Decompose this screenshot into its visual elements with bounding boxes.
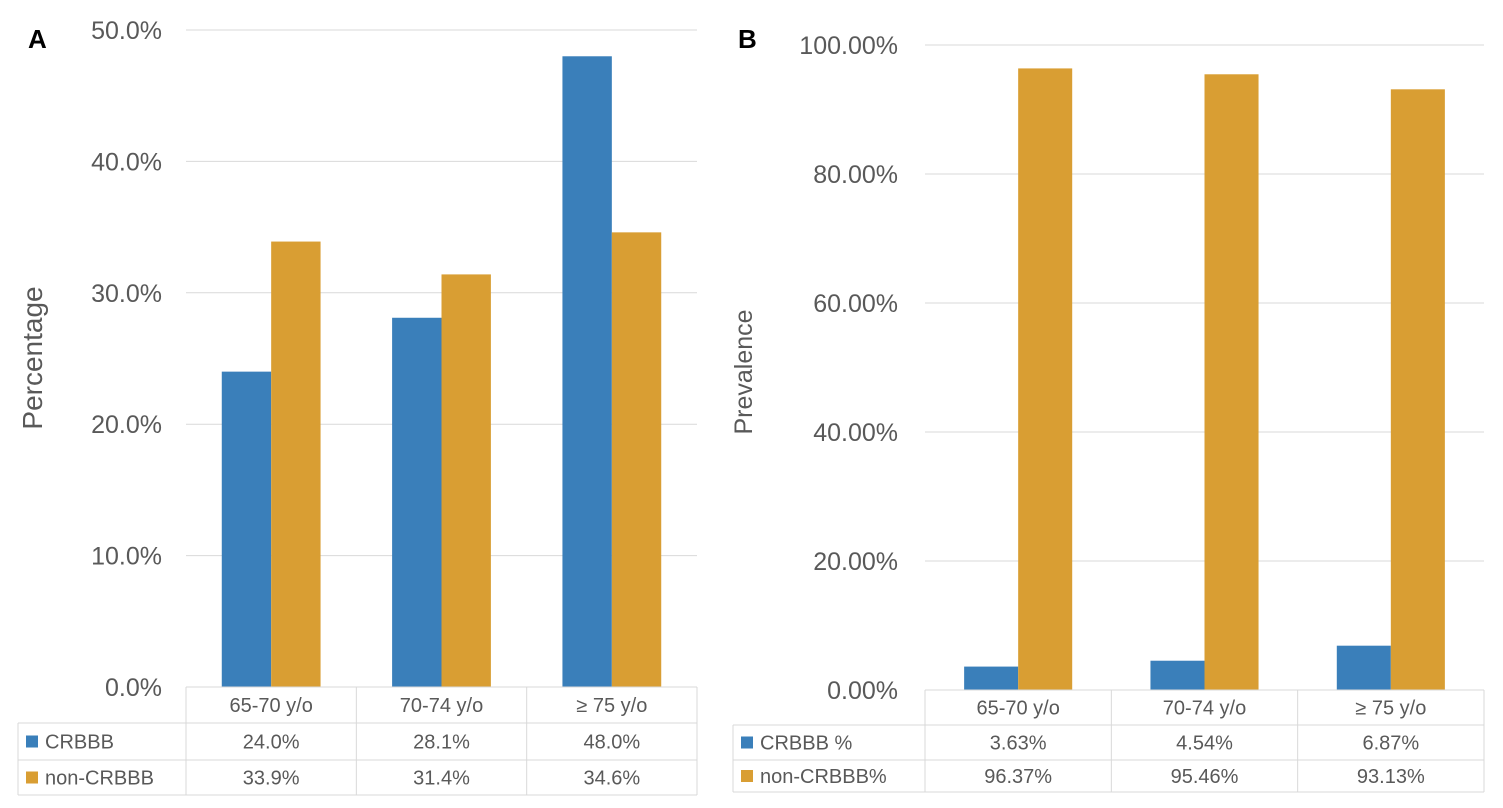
y-tick-label: 50.0% [91,17,162,45]
y-axis-label: Percentage [17,286,48,429]
x-tick-label: ≥ 75 y/o [1355,698,1426,720]
bar-non-crbbb [1018,68,1073,690]
y-tick-label: 40.0% [91,148,162,176]
bar-non-crbbb [441,274,491,687]
y-tick-label: 100.00% [799,32,898,60]
bar-non-crbbb [271,241,321,687]
y-tick-label: 30.0% [91,280,162,308]
data-table-value: 4.54% [1176,733,1233,755]
y-tick-label: 80.00% [813,161,898,189]
data-table-value: 33.9% [243,768,300,790]
x-tick-label: ≥ 75 y/o [576,695,647,717]
legend-swatch-non-crbbb [26,771,38,784]
y-tick-label: 60.00% [813,290,898,318]
data-table-value: 93.13% [1357,766,1425,788]
legend-swatch-crbbb [26,735,38,748]
data-table-value: 95.46% [1171,766,1239,788]
chart-panel-a: A 0.0% 10.0% 20.0% 30.0% 40.0% 50.0% Percentage… [17,17,698,796]
panel-letter: B [738,24,757,54]
y-axis-label: Prevalence [730,309,758,434]
data-table-value: 6.87% [1362,733,1419,755]
legend-label: CRBBB % [760,733,852,755]
data-table-value: 3.63% [990,733,1047,755]
y-tick-label: 0.00% [827,677,898,705]
data-table-value: 96.37% [984,766,1052,788]
data-table-value: 24.0% [243,732,300,754]
chart-panel-b: B 0.00% 20.00% 40.00% 60.00% 80.00% 100.00% Pre… [730,24,1485,793]
bar-crbbb [562,56,612,687]
x-tick-label: 70-74 y/o [400,695,483,717]
bar-crbbb [221,371,272,687]
data-table-value: 28.1% [413,732,470,754]
x-tick-label: 70-74 y/o [1163,698,1246,720]
x-tick-label: 65-70 y/o [976,698,1059,720]
legend-label: non-CRBBB% [760,766,887,788]
y-tick-label: 0.0% [105,674,162,702]
y-tick-label: 40.00% [813,419,898,447]
x-tick-label: 65-70 y/o [229,695,312,717]
data-table-value: 48.0% [583,732,640,754]
bar-non-crbbb [1390,89,1445,690]
legend-swatch-non-crbbb [741,770,753,782]
data-table-value: 31.4% [413,768,470,790]
panel-letter: A [28,24,47,54]
bar-crbbb [1336,645,1391,690]
y-tick-label: 20.0% [91,411,162,439]
bar-crbbb [392,317,442,687]
bar-non-crbbb [1204,74,1259,690]
bar-crbbb [964,666,1019,690]
bar-crbbb [1150,660,1205,690]
data-table-value: 34.6% [583,768,640,790]
y-tick-label: 20.00% [813,548,898,576]
bar-non-crbbb [611,232,662,687]
legend-label: non-CRBBB [45,768,154,790]
legend-swatch-crbbb [741,736,753,749]
legend-label: CRBBB [45,732,114,754]
y-tick-label: 10.0% [91,543,162,571]
